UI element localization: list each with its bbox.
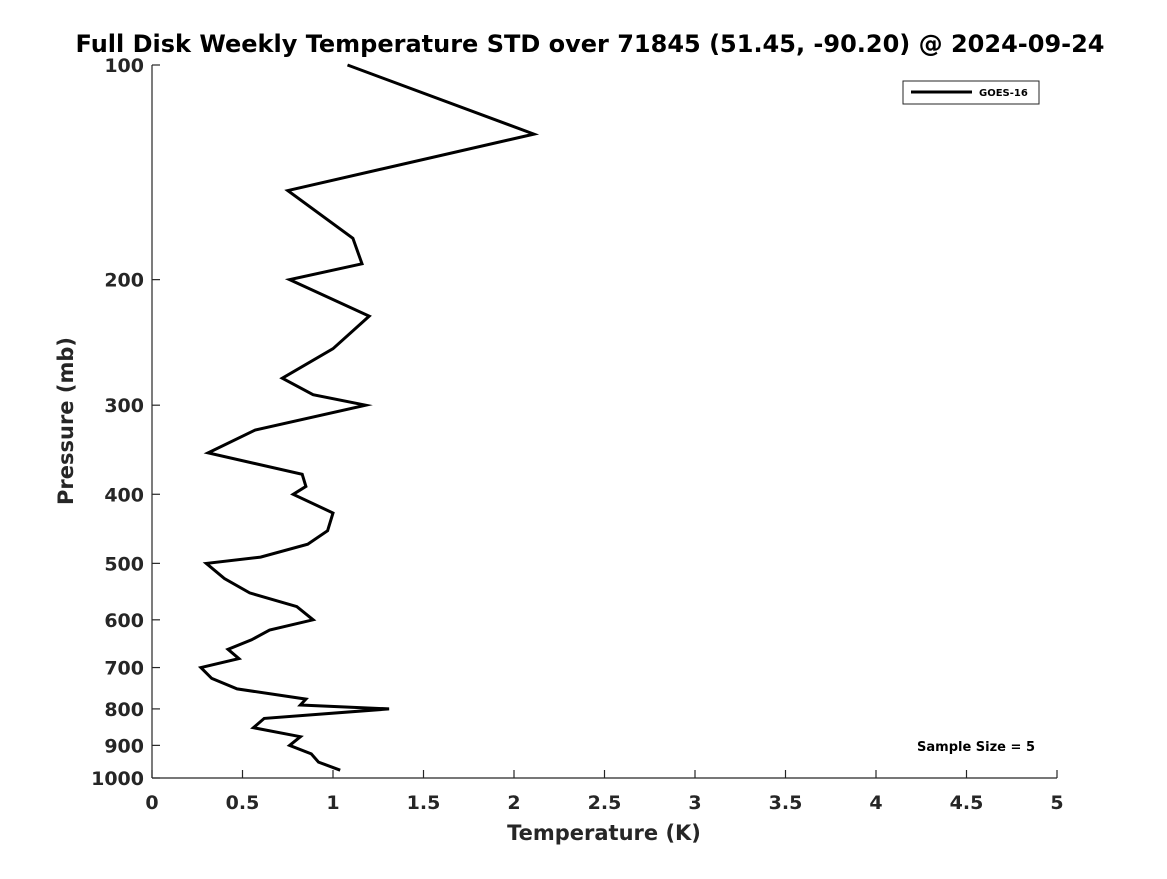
- y-tick-label: 100: [104, 55, 144, 77]
- x-tick-label: 3: [688, 792, 701, 814]
- y-axis-label: Pressure (mb): [54, 337, 78, 505]
- x-tick-label: 1: [326, 792, 339, 814]
- y-tick-label: 900: [104, 735, 144, 757]
- y-tick-label: 400: [104, 484, 144, 506]
- legend-label-goes-16: GOES-16: [979, 88, 1028, 99]
- plot-area: 0 0.5 1 1.5 2 2.5 3 3.5 4 4.5 5 100 200 300 400 500 600…: [91, 55, 1064, 814]
- x-axis-ticks: 0 0.5 1 1.5 2 2.5 3 3.5 4 4.5 5: [145, 770, 1064, 814]
- x-tick-label: 2: [507, 792, 520, 814]
- y-tick-label: 200: [104, 270, 144, 292]
- x-tick-label: 0.5: [226, 792, 260, 814]
- y-tick-label: 500: [104, 553, 144, 575]
- y-tick-label: 600: [104, 610, 144, 632]
- x-tick-label: 4.5: [950, 792, 984, 814]
- y-tick-label: 300: [104, 395, 144, 417]
- y-tick-label: 1000: [91, 768, 144, 790]
- x-tick-label: 3.5: [769, 792, 803, 814]
- legend: GOES-16: [902, 80, 1040, 105]
- sample-size-annotation: Sample Size = 5: [917, 740, 1035, 755]
- x-tick-label: 0: [145, 792, 158, 814]
- x-axis-label: Temperature (K): [507, 821, 701, 845]
- series-layer: [197, 63, 540, 772]
- y-tick-label: 700: [104, 658, 144, 680]
- x-tick-label: 4: [869, 792, 882, 814]
- chart-title: Full Disk Weekly Temperature STD over 71…: [76, 30, 1105, 58]
- series-line-goes-16: [197, 63, 540, 772]
- y-axis-ticks: 100 200 300 400 500 600 700 800 900 1000: [91, 55, 160, 790]
- x-tick-label: 5: [1050, 792, 1063, 814]
- x-tick-label: 1.5: [407, 792, 441, 814]
- y-tick-label: 800: [104, 699, 144, 721]
- x-tick-label: 2.5: [588, 792, 622, 814]
